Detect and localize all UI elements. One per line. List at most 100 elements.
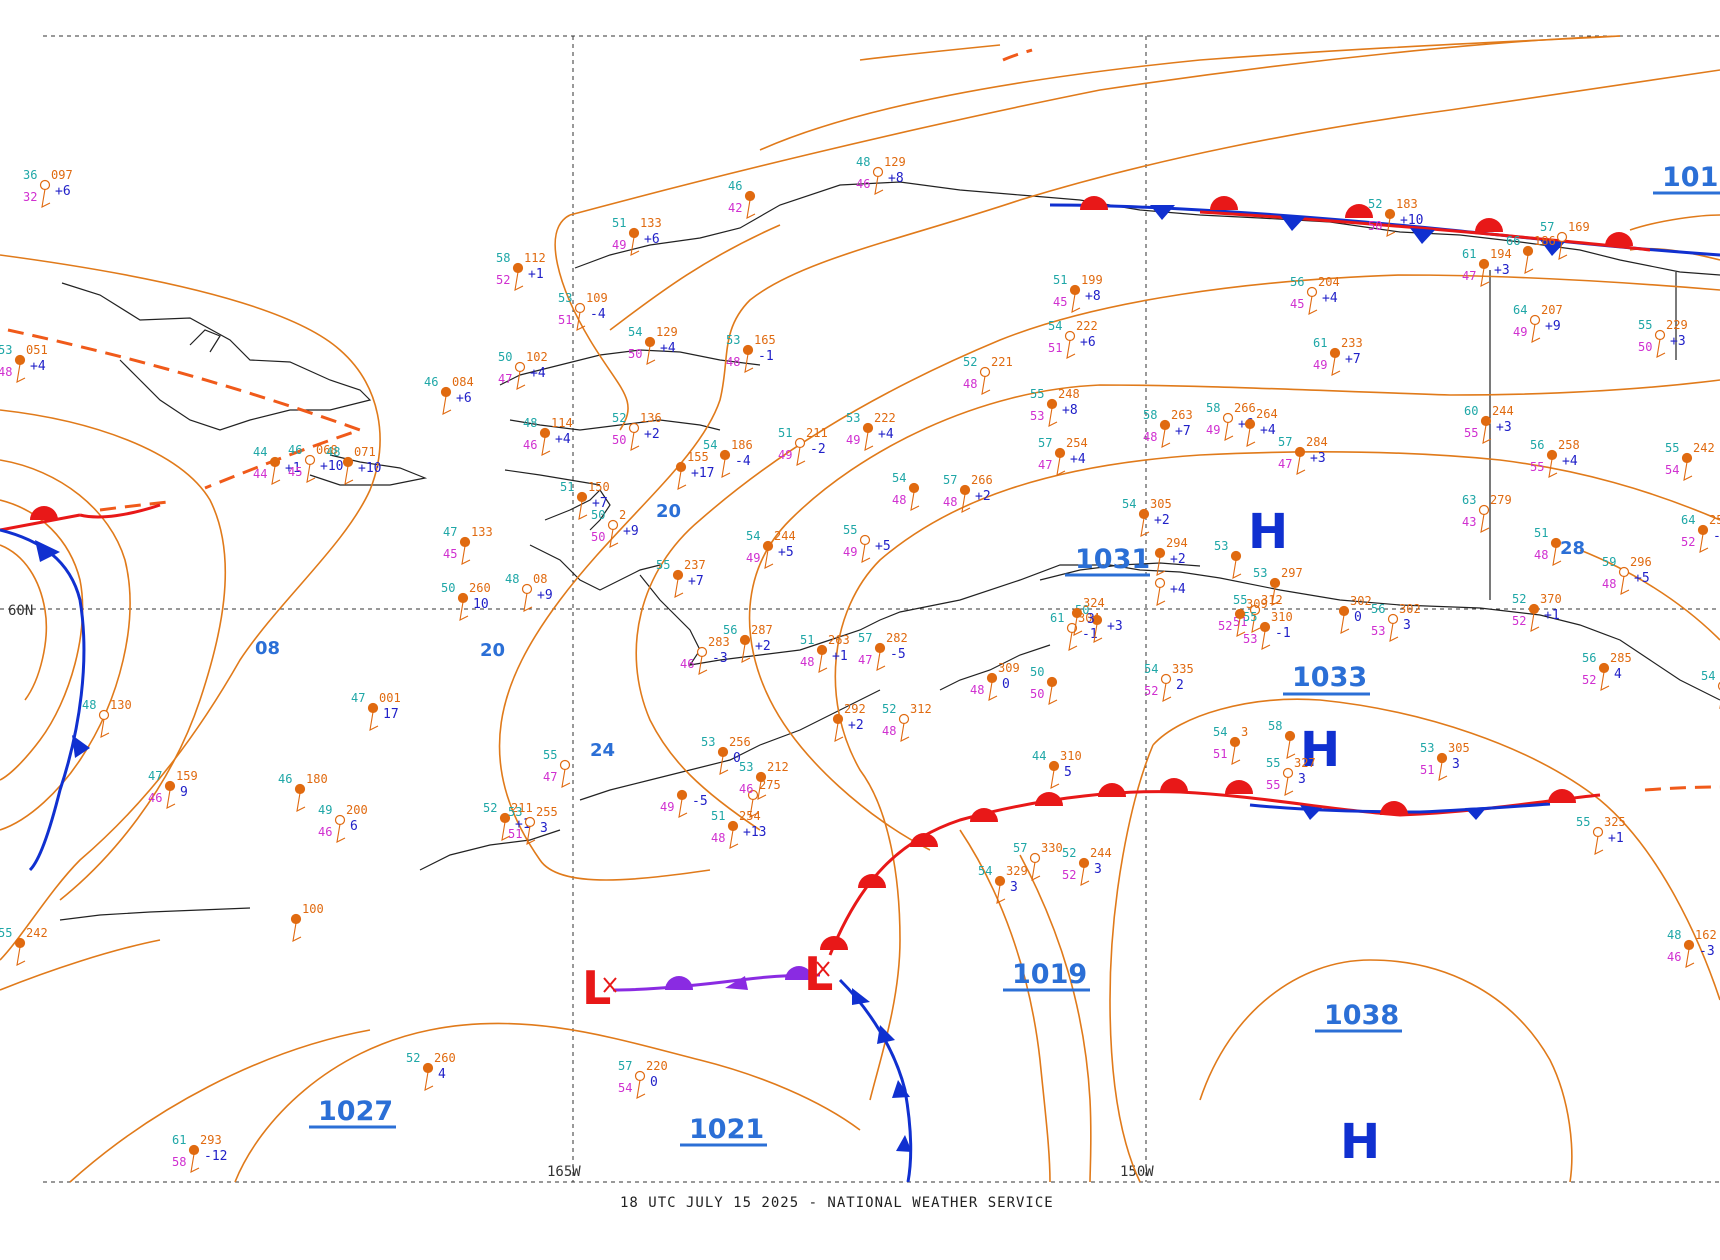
station-pressure-change: 17 bbox=[383, 707, 399, 722]
station-pressure: 309 bbox=[1246, 597, 1268, 611]
wind-barb-icon bbox=[818, 653, 828, 673]
station-circle-icon bbox=[1269, 577, 1281, 589]
wind-barb-icon bbox=[1683, 461, 1693, 481]
station-pressure: 263 bbox=[1171, 408, 1193, 422]
station-temperature: 55 bbox=[656, 558, 670, 572]
station-temperature: 57 bbox=[1038, 436, 1052, 450]
station-temperature: 56 bbox=[723, 623, 737, 637]
wind-barb-icon bbox=[636, 1079, 646, 1099]
station-temperature: 51 bbox=[800, 633, 814, 647]
station-circle-icon bbox=[1384, 208, 1396, 220]
station-plot: +4 bbox=[1154, 577, 1186, 606]
station-pressure-change: +2 bbox=[848, 718, 864, 733]
station-pressure: 279 bbox=[1490, 493, 1512, 507]
station-dewpoint: 52 bbox=[1144, 684, 1158, 698]
station-pressure-change: -12 bbox=[204, 1149, 227, 1164]
station-pressure: 159 bbox=[176, 769, 198, 783]
station-circle-icon bbox=[794, 437, 806, 449]
wind-barb-icon bbox=[757, 780, 767, 800]
station-dewpoint: 46 bbox=[1667, 950, 1681, 964]
station-dewpoint: 48 bbox=[1602, 577, 1616, 591]
station-plot: 63 279 43 bbox=[1462, 493, 1512, 533]
station-circle-icon bbox=[994, 875, 1006, 887]
station-plot: 55 237 +7 bbox=[656, 558, 706, 598]
station-plot: 55 242 bbox=[0, 926, 48, 966]
station-temperature: 48 bbox=[523, 416, 537, 430]
station-circle-icon bbox=[1697, 524, 1709, 536]
station-pressure-change: 4 bbox=[1614, 667, 1622, 682]
station-dewpoint: 48 bbox=[892, 493, 906, 507]
station-pressure-change: 0 bbox=[733, 751, 741, 766]
station-pressure: 329 bbox=[1006, 864, 1028, 878]
station-pressure: 211 bbox=[806, 426, 828, 440]
station-temperature: 48 bbox=[82, 698, 96, 712]
wind-barb-icon bbox=[16, 946, 26, 966]
station-pressure-change: -1 bbox=[1082, 627, 1098, 642]
station-pressure: 305 bbox=[1448, 741, 1470, 755]
station-pressure: 310 bbox=[1060, 749, 1082, 763]
station-dewpoint: 52 bbox=[1512, 614, 1526, 628]
station-plot: 55 312 51 bbox=[1233, 593, 1283, 633]
station-pressure-change: +13 bbox=[743, 825, 766, 840]
station-dewpoint: 49 bbox=[1313, 358, 1327, 372]
station-temperature: 55 bbox=[1665, 441, 1679, 455]
station-circle-icon bbox=[1046, 676, 1058, 688]
station-plot: 55 325 +1 bbox=[1576, 815, 1626, 855]
wind-barb-icon bbox=[1031, 861, 1041, 881]
station-dewpoint: 50 bbox=[612, 433, 626, 447]
wind-barb-icon bbox=[1620, 575, 1630, 595]
pressure-value-label: 1019 bbox=[1012, 959, 1087, 990]
station-pressure: 001 bbox=[379, 691, 401, 705]
station-pressure-change: +3 bbox=[1496, 420, 1512, 435]
station-pressure: 133 bbox=[640, 216, 662, 230]
station-circle-icon bbox=[1154, 577, 1166, 589]
station-temperature: 66 bbox=[1506, 234, 1520, 248]
station-temperature: 55 bbox=[543, 748, 557, 762]
wind-barb-icon bbox=[1524, 254, 1534, 274]
station-temperature: 51 bbox=[778, 426, 792, 440]
station-temperature: 44 bbox=[1032, 749, 1046, 763]
station-circle-icon bbox=[512, 262, 524, 274]
station-circle-icon bbox=[986, 672, 998, 684]
station-circle-icon bbox=[634, 1070, 646, 1082]
station-plot: 47 001 17 bbox=[351, 691, 401, 731]
station-pressure: 309 bbox=[998, 661, 1020, 675]
station-pressure-change: +4 bbox=[1260, 423, 1276, 438]
station-pressure: 330 bbox=[1041, 841, 1063, 855]
station-pressure: 335 bbox=[1172, 662, 1194, 676]
wind-barb-icon bbox=[336, 823, 346, 843]
station-pressure-change: +9 bbox=[623, 524, 639, 539]
station-circle-icon bbox=[1244, 418, 1256, 430]
wind-barb-icon bbox=[1161, 428, 1171, 448]
station-plot: 46 084 +6 bbox=[424, 375, 474, 415]
station-temperature: 55 bbox=[1576, 815, 1590, 829]
station-pressure: 186 bbox=[731, 438, 753, 452]
station-plot: 51 263 48 +1 bbox=[800, 633, 850, 673]
station-temperature: 51 bbox=[1534, 526, 1548, 540]
station-pressure-change: 0 bbox=[1002, 677, 1010, 692]
station-plot: 55 47 bbox=[543, 748, 571, 788]
station-temperature: 54 bbox=[892, 471, 906, 485]
station-temperature: 56 bbox=[1530, 438, 1544, 452]
station-plot: 54 244 49 +5 bbox=[746, 529, 796, 569]
fronts bbox=[0, 203, 1720, 1183]
station-temperature: 48 bbox=[326, 445, 340, 459]
station-pressure: 162 bbox=[1695, 928, 1717, 942]
station-temperature: 54 bbox=[628, 325, 642, 339]
station-pressure: 204 bbox=[1318, 275, 1340, 289]
station-plot: 44 44 +1 bbox=[253, 445, 301, 485]
station-circle-icon bbox=[872, 166, 884, 178]
station-pressure: 212 bbox=[767, 760, 789, 774]
station-dewpoint: 50 bbox=[628, 347, 642, 361]
station-pressure-change: -1 bbox=[758, 349, 774, 364]
station-dewpoint: 49 bbox=[843, 545, 857, 559]
station-temperature: 55 bbox=[1233, 593, 1247, 607]
station-pressure-change: +4 bbox=[1562, 454, 1578, 469]
station-pressure: 244 bbox=[774, 529, 796, 543]
wind-barb-icon bbox=[369, 711, 379, 731]
station-temperature: 47 bbox=[148, 769, 162, 783]
wind-barb-icon bbox=[1600, 671, 1610, 691]
wind-barb-icon bbox=[910, 491, 920, 511]
station-dewpoint: 42 bbox=[728, 201, 742, 215]
